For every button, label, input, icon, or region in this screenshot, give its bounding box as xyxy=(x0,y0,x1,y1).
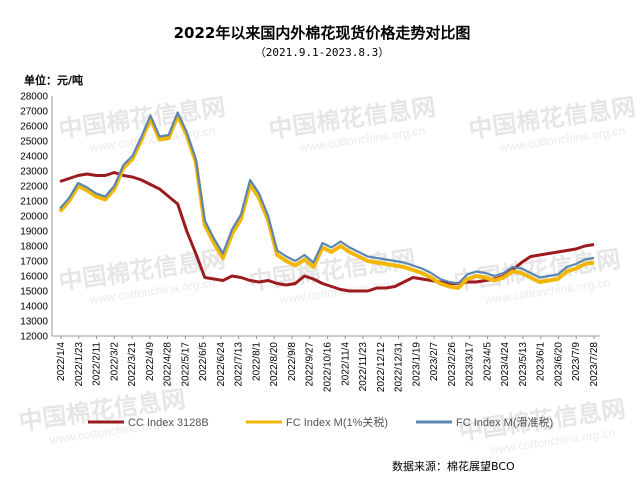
x-tick-label: 2022/8/20 xyxy=(269,342,280,387)
y-tick-label: 24000 xyxy=(20,152,48,163)
y-tick-label: 26000 xyxy=(20,122,48,133)
y-tick-label: 16000 xyxy=(20,272,48,283)
y-tick-label: 19000 xyxy=(20,227,48,238)
y-tick-label: 15000 xyxy=(20,287,48,298)
x-tick-label: 2023/6/20 xyxy=(553,342,564,387)
y-tick-labels: 12000 13000 14000 15000 16000 17000 18000 19000… xyxy=(20,92,48,343)
x-tick-label: 2022/5/17 xyxy=(180,342,191,387)
series-lines xyxy=(58,111,595,293)
y-tick-label: 12000 xyxy=(20,332,48,343)
x-tick-label: 2023/2/7 xyxy=(429,342,440,381)
unit-label: 单位：元/吨 xyxy=(24,74,84,87)
x-tick-labels: 2022/1/4 2022/1/23 2022/2/11 2022/3/2 2022/3… xyxy=(56,336,600,392)
x-tick-label: 2023/7/9 xyxy=(571,342,582,381)
axes xyxy=(51,96,600,337)
series-fc-index-1pct xyxy=(58,113,595,290)
x-tick-label: 2022/1/4 xyxy=(56,342,67,381)
x-tick-label: 2022/3/21 xyxy=(127,342,138,387)
series-fc-index-sliding xyxy=(59,111,595,285)
x-tick-label: 2023/4/24 xyxy=(500,342,511,387)
legend-label-fc2: FC Index M(滑准税) xyxy=(456,415,553,429)
x-tick-label: 2022/2/11 xyxy=(92,342,103,386)
y-tick-label: 25000 xyxy=(20,137,48,148)
x-tick-label: 2022/11/4 xyxy=(340,342,351,386)
y-tick-label: 27000 xyxy=(20,107,48,118)
x-tick-label: 2022/11/23 xyxy=(358,342,369,392)
y-tick-label: 20000 xyxy=(20,212,48,223)
x-tick-label: 2022/8/1 xyxy=(251,342,262,381)
x-tick-label: 2023/2/26 xyxy=(447,342,458,387)
x-tick-label: 2022/4/28 xyxy=(163,342,174,387)
legend-label-cc: CC Index 3128B xyxy=(128,417,209,429)
y-tick-label: 13000 xyxy=(20,317,48,328)
x-tick-label: 2023/7/28 xyxy=(589,342,600,387)
x-tick-label: 2022/4/9 xyxy=(145,342,156,381)
x-tick-label: 2022/3/2 xyxy=(109,342,120,381)
y-tick-label: 21000 xyxy=(20,197,48,208)
legend-label-fc1: FC Index M(1%关税) xyxy=(286,415,388,429)
legend: CC Index 3128B FC Index M(1%关税) FC Index… xyxy=(88,415,553,429)
x-tick-label: 2023/1/19 xyxy=(411,342,422,387)
chart-subtitle: （2021.9.1-2023.8.3） xyxy=(254,46,390,59)
x-tick-label: 2022/12/31 xyxy=(394,342,405,392)
x-tick-label: 2022/7/13 xyxy=(234,342,245,387)
x-tick-label: 2023/4/5 xyxy=(482,342,493,381)
y-tick-label: 23000 xyxy=(20,167,48,178)
y-tick-label: 18000 xyxy=(20,242,48,253)
x-tick-label: 2022/9/27 xyxy=(305,342,316,387)
chart-title: 2022年以来国内外棉花现货价格走势对比图 xyxy=(173,24,471,42)
data-source: 数据来源：棉花展望BCO xyxy=(392,460,515,473)
x-tick-label: 2023/3/17 xyxy=(465,342,476,387)
x-tick-label: 2022/12/12 xyxy=(376,342,387,392)
y-tick-label: 17000 xyxy=(20,257,48,268)
x-tick-label: 2022/1/23 xyxy=(74,342,85,387)
x-tick-label: 2022/10/16 xyxy=(323,342,334,392)
x-tick-label: 2022/6/24 xyxy=(216,342,227,387)
y-tick-label: 14000 xyxy=(20,302,48,313)
x-tick-label: 2023/6/1 xyxy=(536,342,547,381)
y-tick-label: 28000 xyxy=(20,92,48,103)
x-tick-label: 2022/6/5 xyxy=(198,342,209,381)
x-tick-label: 2023/5/13 xyxy=(518,342,529,387)
x-tick-label: 2022/9/8 xyxy=(287,342,298,381)
y-tick-label: 22000 xyxy=(20,182,48,193)
